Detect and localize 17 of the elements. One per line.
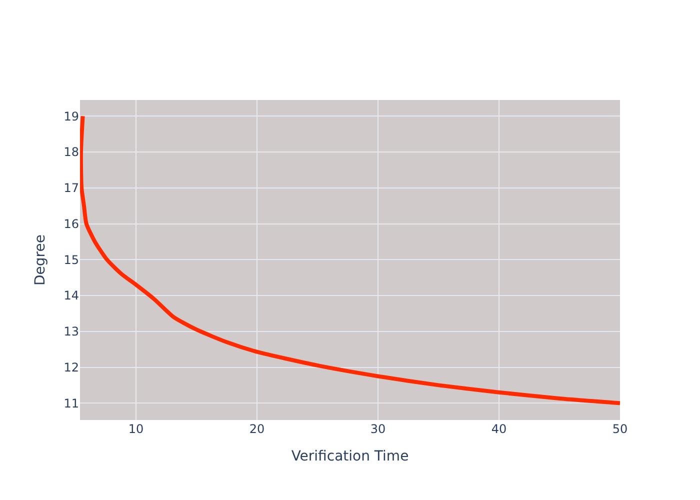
x-tick-label: 50: [612, 422, 628, 436]
y-tick-label: 15: [64, 252, 79, 267]
y-tick-label: 13: [64, 324, 79, 339]
x-tick-label: 40: [491, 422, 507, 436]
y-tick-label: 17: [64, 181, 79, 196]
y-tick-label: 16: [64, 216, 79, 231]
y-axis-title: Degree: [32, 234, 48, 286]
x-tick-label: 10: [128, 422, 144, 436]
x-tick-label: 30: [370, 422, 386, 436]
line-series: [80, 114, 620, 406]
x-tick-label: 20: [249, 422, 265, 436]
x-axis-title: Verification Time: [291, 448, 409, 464]
y-tick-label: 19: [64, 109, 79, 124]
y-tick-label: 14: [64, 288, 79, 303]
y-tick-label: 11: [64, 396, 79, 410]
y-tick-label: 18: [64, 145, 79, 160]
y-tick-label: 12: [64, 360, 79, 374]
